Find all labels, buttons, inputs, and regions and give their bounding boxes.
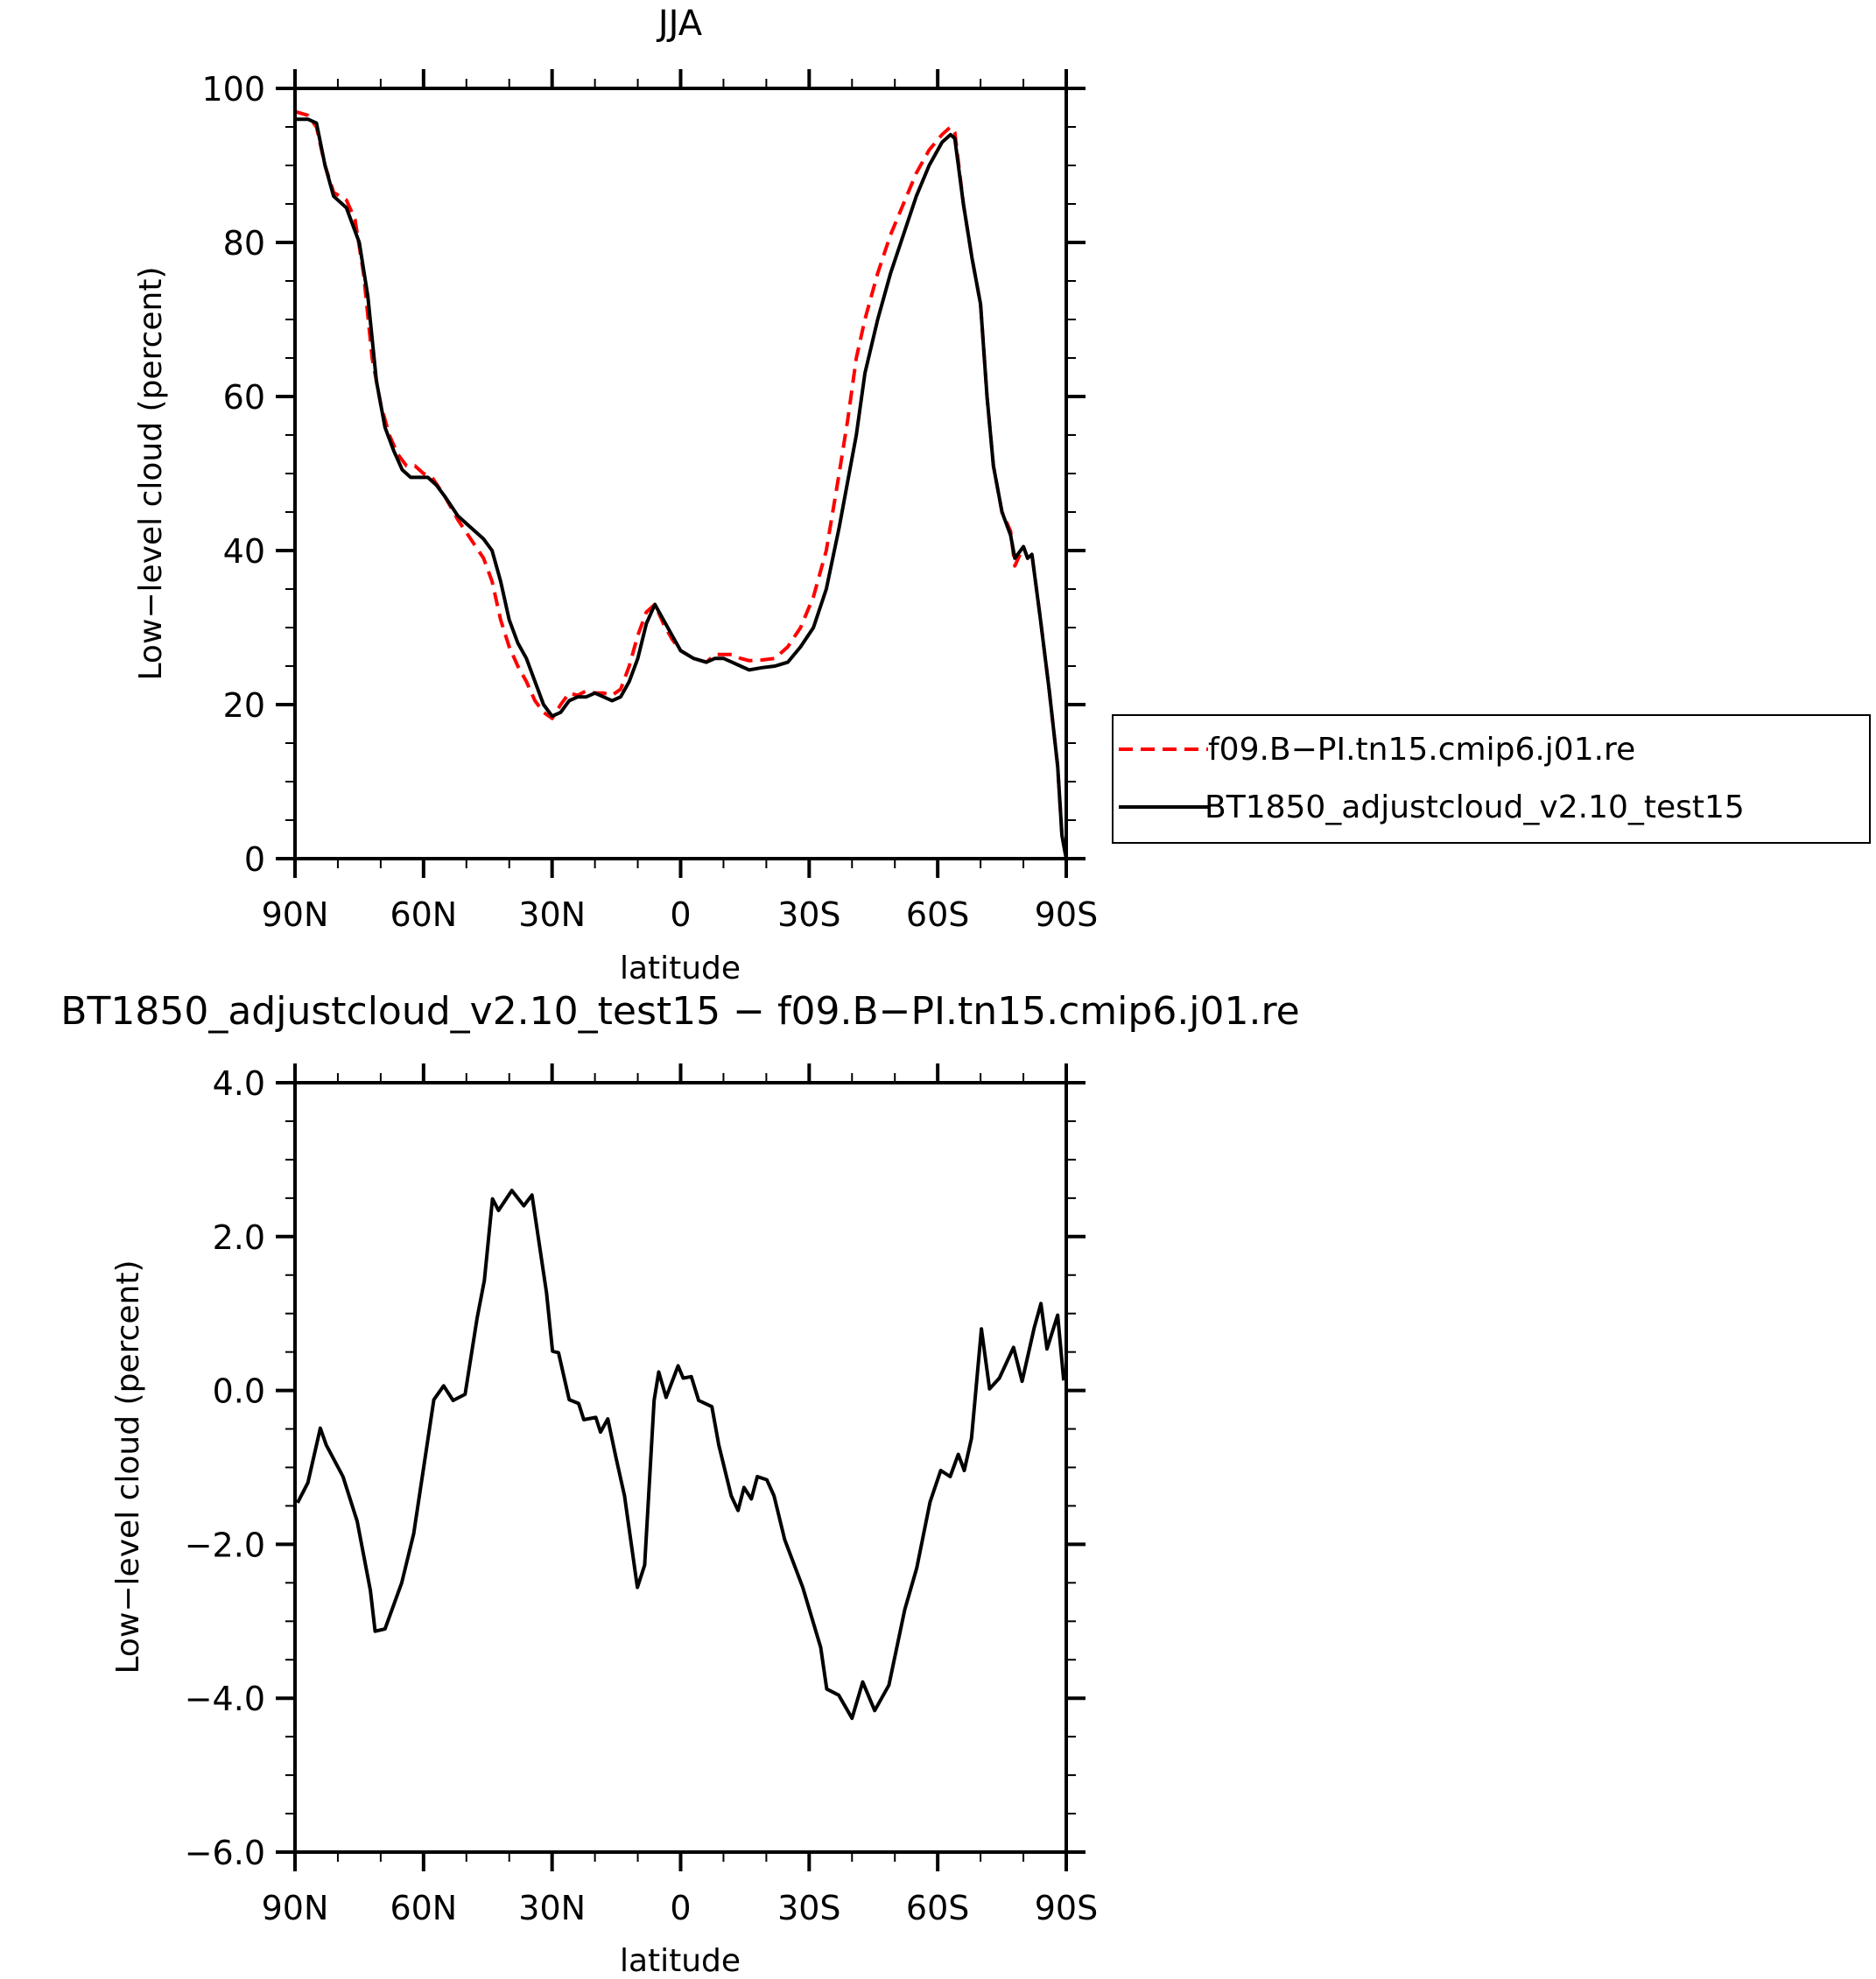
- x-tick-label: 30S: [777, 1889, 840, 1927]
- series-line-1: [295, 117, 1068, 860]
- legend: f09.B−PI.tn15.cmip6.j01.re BT1850_adjust…: [1112, 714, 1871, 844]
- y-tick-label: 80: [223, 224, 265, 263]
- x-tick-label: 30N: [518, 895, 586, 934]
- plot-frame: [293, 1081, 1068, 1854]
- x-tick-label: 60N: [390, 895, 457, 934]
- y-tick-label: 4.0: [213, 1064, 265, 1103]
- series-line-0: [294, 109, 1068, 860]
- x-tick-label: 90N: [262, 895, 329, 934]
- y-axis-label: Low−level cloud (percent): [133, 266, 169, 680]
- x-tick-label: 30N: [518, 1889, 586, 1927]
- chart-title: JJA: [656, 4, 703, 44]
- bottom-panel-difference: BT1850_adjustcloud_v2.10_test15 − f09.B−…: [60, 989, 1299, 1979]
- series-line-0: [296, 1189, 1066, 1721]
- y-tick-label: 100: [201, 70, 265, 109]
- y-tick-label: 0.0: [213, 1372, 265, 1411]
- legend-label-control: f09.B−PI.tn15.cmip6.j01.re: [1208, 732, 1635, 768]
- x-tick-label: 0: [670, 1889, 691, 1927]
- legend-label-test: BT1850_adjustcloud_v2.10_test15: [1205, 789, 1745, 825]
- x-tick-label: 90N: [262, 1889, 329, 1927]
- y-tick-label: 40: [223, 532, 265, 571]
- x-tick-label: 0: [670, 895, 691, 934]
- y-tick-label: −4.0: [185, 1680, 265, 1718]
- top-panel-jja: JJA latitude Low−level cloud (percent) 9…: [133, 4, 1098, 986]
- legend-box: [1112, 714, 1871, 844]
- x-tick-label: 90S: [1035, 1889, 1098, 1927]
- x-axis-label: latitude: [620, 951, 741, 986]
- y-tick-label: 0: [244, 840, 265, 879]
- y-axis-label: Low−level cloud (percent): [110, 1260, 146, 1674]
- y-tick-label: 60: [223, 378, 265, 417]
- x-tick-label: 90S: [1035, 895, 1098, 934]
- x-tick-label: 30S: [777, 895, 840, 934]
- y-tick-label: −6.0: [185, 1834, 265, 1872]
- chart-title: BT1850_adjustcloud_v2.10_test15 − f09.B−…: [60, 989, 1299, 1034]
- x-tick-label: 60N: [390, 1889, 457, 1927]
- plot-frame: [293, 87, 1068, 860]
- x-axis-label: latitude: [620, 1943, 741, 1979]
- y-tick-label: 20: [223, 686, 265, 725]
- y-tick-label: 2.0: [213, 1218, 265, 1257]
- x-tick-label: 60S: [906, 895, 969, 934]
- y-tick-label: −2.0: [185, 1526, 265, 1564]
- x-tick-label: 60S: [906, 1889, 969, 1927]
